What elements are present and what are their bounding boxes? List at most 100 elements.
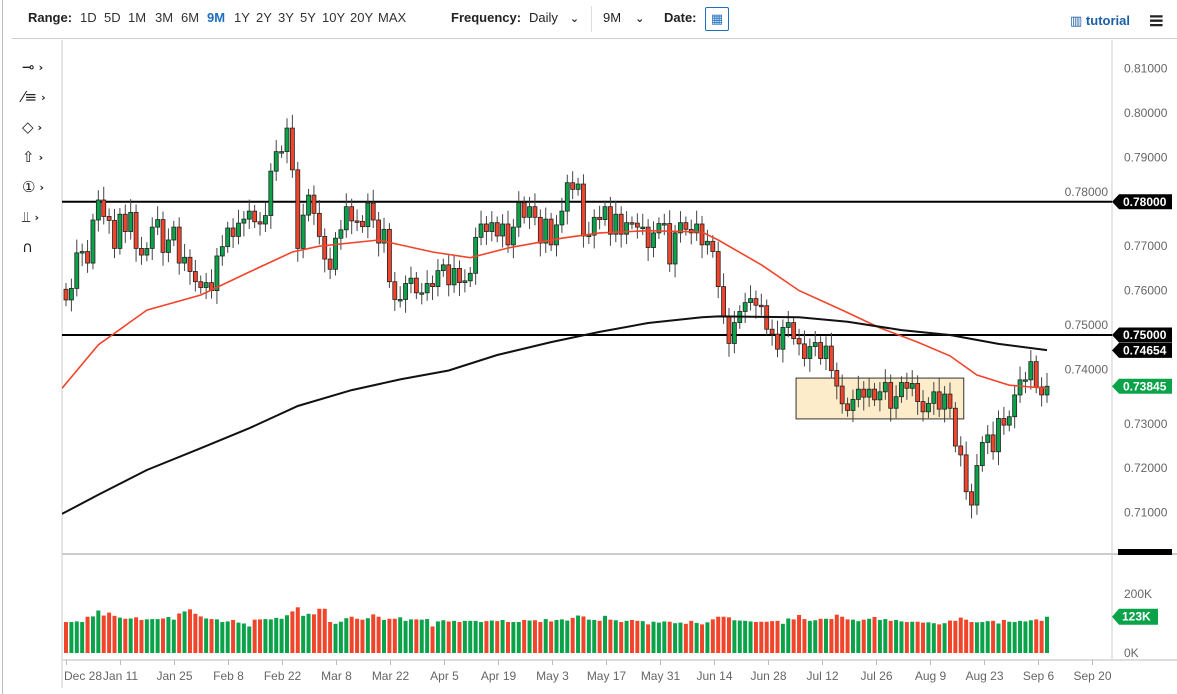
volume-bar <box>764 621 769 653</box>
range-button-1m[interactable]: 1M <box>128 10 147 25</box>
range-button-10y[interactable]: 10Y <box>322 10 346 25</box>
volume-bar <box>527 620 532 653</box>
candle-up <box>365 202 371 228</box>
candle-down <box>753 298 759 306</box>
volume-bar <box>570 617 575 653</box>
candle-down <box>257 221 263 225</box>
range-button-3y[interactable]: 3Y <box>278 10 294 25</box>
hamburger-menu-button[interactable]: ≡ <box>1148 8 1165 32</box>
volume-tick-label: 0K <box>1124 646 1139 660</box>
candle-up <box>640 226 646 230</box>
range-button-1y[interactable]: 1Y <box>234 10 250 25</box>
volume-bar <box>969 622 974 653</box>
x-tick-label: Sep 20 <box>1073 669 1111 683</box>
candle-up <box>705 240 710 246</box>
volume-bar <box>425 619 430 653</box>
magnet-tool-icon: ∩ <box>22 238 33 256</box>
price-tag-label: 0.75000 <box>1123 328 1167 342</box>
y-tick-label: 0.75000 <box>1065 318 1109 332</box>
period-value: 9M <box>603 10 622 25</box>
volume-bar <box>155 619 160 653</box>
range-button-max[interactable]: MAX <box>378 10 407 25</box>
measure-tool-button[interactable]: ⫫ › <box>22 206 58 228</box>
candle-up <box>263 215 268 225</box>
y-tick-label: 0.80000 <box>1124 106 1168 120</box>
volume-bar <box>252 619 257 653</box>
volume-bar <box>683 623 688 653</box>
candle-up <box>748 298 753 303</box>
candle-down <box>295 169 301 249</box>
range-button-9m[interactable]: 9M <box>207 10 226 25</box>
candle-down <box>494 222 500 237</box>
volume-bar <box>430 626 435 653</box>
volume-bar <box>1039 620 1044 653</box>
candle-down <box>176 226 182 264</box>
range-button-20y[interactable]: 20Y <box>350 10 374 25</box>
volume-bar <box>295 607 300 653</box>
shape-tool-icon: ◇ <box>22 118 34 136</box>
volume-bar <box>705 622 710 653</box>
candle-up <box>128 212 134 232</box>
range-button-5d[interactable]: 5D <box>104 10 121 25</box>
volume-bar <box>748 621 753 653</box>
frequency-dropdown[interactable]: Daily ⌄ <box>529 10 579 25</box>
candle-down <box>570 182 576 190</box>
candle-down <box>322 236 328 260</box>
candle-up <box>478 223 484 238</box>
candle-up <box>909 382 915 389</box>
volume-bar <box>947 620 952 653</box>
x-tick-label: Jul 26 <box>860 669 892 683</box>
tutorial-link[interactable]: ▥ tutorial <box>1070 13 1130 29</box>
chevron-right-icon: › <box>41 90 46 104</box>
candle-up <box>279 151 285 154</box>
volume-bar <box>495 621 500 653</box>
volume-bar <box>996 623 1001 653</box>
candle-up <box>68 287 74 301</box>
volume-bar <box>387 618 392 653</box>
candle-up <box>95 199 101 221</box>
arrow-tool-button[interactable]: ⇧ › <box>22 146 58 168</box>
fibonacci-tool-button[interactable]: ⁄≡ › <box>22 86 58 108</box>
candle-up <box>516 202 522 228</box>
chevron-right-icon: › <box>37 120 43 134</box>
volume-bar <box>311 614 316 653</box>
price-tag-background <box>1112 194 1172 210</box>
volume-bar <box>74 621 79 653</box>
volume-bar <box>365 618 370 653</box>
candle-up <box>225 227 231 248</box>
volume-bar <box>231 619 236 653</box>
range-button-2y[interactable]: 2Y <box>256 10 272 25</box>
magnet-tool-button[interactable]: ∩ <box>22 236 58 258</box>
volume-bar <box>328 622 333 653</box>
range-button-3m[interactable]: 3M <box>155 10 174 25</box>
date-picker-button[interactable]: ▦ <box>705 7 729 31</box>
range-button-5y[interactable]: 5Y <box>300 10 316 25</box>
volume-bar <box>322 608 327 653</box>
range-button-1d[interactable]: 1D <box>80 10 97 25</box>
volume-bar <box>840 616 845 653</box>
candle-down <box>392 281 398 300</box>
candle-up <box>166 239 171 253</box>
candle-down <box>252 210 258 223</box>
candle-up <box>575 183 581 190</box>
line-tool-button[interactable]: ⊸ › <box>22 56 58 78</box>
volume-bar <box>759 621 764 653</box>
candle-up <box>559 210 565 226</box>
volume-bar <box>161 618 166 653</box>
candle-down <box>187 256 193 272</box>
y-tick-label: 0.79000 <box>1124 150 1168 164</box>
shape-tool-button[interactable]: ◇ › <box>22 116 58 138</box>
volume-bar <box>349 616 354 653</box>
candle-down <box>775 333 780 350</box>
candle-up <box>866 388 872 398</box>
line-tool-icon: ⊸ <box>22 58 35 76</box>
candle-down <box>413 277 419 294</box>
annotation-tool-button[interactable]: ① › <box>22 176 58 198</box>
range-button-6m[interactable]: 6M <box>181 10 200 25</box>
volume-bar <box>144 619 149 653</box>
candle-down <box>861 388 867 398</box>
candle-down <box>537 216 543 244</box>
price-tag-background <box>1112 327 1172 343</box>
period-dropdown[interactable]: 9M ⌄ <box>603 10 644 25</box>
